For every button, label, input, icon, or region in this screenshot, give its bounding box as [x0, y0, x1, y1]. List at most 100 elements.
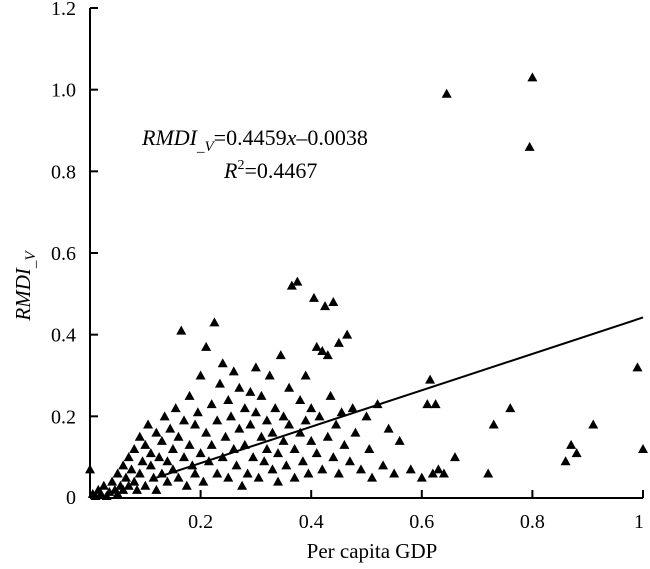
data-point: [328, 297, 339, 306]
data-point: [264, 370, 275, 380]
data-point: [638, 444, 648, 453]
data-point: [483, 468, 494, 478]
x-tick-label: 0.6: [409, 511, 434, 533]
data-point: [179, 452, 190, 462]
y-tick-label: 1.0: [51, 80, 76, 102]
data-point: [98, 480, 109, 490]
data-point: [317, 464, 328, 474]
data-point: [427, 468, 438, 478]
data-point: [234, 382, 245, 392]
data-point: [132, 484, 143, 494]
data-point: [112, 468, 123, 478]
data-point: [275, 350, 286, 360]
data-point: [140, 480, 151, 490]
data-point: [278, 435, 289, 445]
x-axis-title: Per capita GDP: [307, 539, 438, 563]
data-point: [383, 423, 394, 433]
data-point: [179, 415, 190, 425]
data-point: [181, 480, 192, 490]
data-point: [311, 448, 322, 458]
data-point: [441, 88, 452, 98]
data-point: [256, 431, 267, 441]
data-point: [422, 399, 433, 409]
data-point: [449, 452, 460, 462]
data-point: [154, 452, 165, 462]
data-point: [425, 374, 436, 384]
data-point: [632, 362, 643, 372]
data-point: [140, 439, 151, 449]
data-point: [347, 403, 358, 413]
data-point: [306, 435, 317, 445]
data-point: [311, 341, 322, 351]
data-point: [190, 468, 201, 478]
data-point: [239, 439, 250, 449]
data-point: [223, 472, 234, 482]
y-tick-label: 0.8: [51, 161, 76, 183]
data-point: [438, 468, 449, 478]
data-point: [214, 378, 225, 388]
data-point: [295, 395, 306, 404]
data-point: [430, 399, 441, 409]
data-point: [306, 403, 317, 413]
data-point: [231, 460, 242, 470]
data-point: [245, 386, 256, 396]
data-point: [118, 484, 129, 494]
data-point: [253, 472, 264, 482]
data-point: [123, 480, 134, 490]
data-point: [367, 472, 378, 482]
data-point: [156, 435, 167, 445]
data-point: [167, 444, 178, 453]
data-point: [273, 476, 284, 486]
data-point: [134, 468, 145, 478]
data-point: [250, 362, 261, 372]
data-point: [364, 444, 375, 453]
data-point: [261, 415, 272, 425]
data-point: [284, 382, 295, 392]
data-point: [151, 427, 162, 437]
data-point: [328, 452, 339, 462]
data-point: [292, 276, 303, 286]
data-point: [242, 468, 253, 478]
data-point: [212, 468, 223, 478]
data-point: [137, 456, 148, 466]
data-point: [571, 448, 582, 458]
data-point: [123, 452, 134, 462]
data-point: [206, 439, 217, 449]
plot-marks: [85, 72, 648, 500]
data-point: [145, 448, 156, 458]
r-squared-annotation: R2=0.4467: [223, 158, 317, 183]
data-point: [267, 427, 278, 437]
data-point: [190, 419, 201, 429]
data-point: [206, 399, 217, 409]
data-point: [220, 431, 231, 441]
data-point: [295, 427, 306, 437]
data-point: [524, 141, 535, 151]
data-point: [162, 456, 173, 466]
data-point: [286, 280, 297, 290]
data-point: [433, 464, 444, 474]
data-point: [308, 292, 319, 302]
data-point: [566, 439, 577, 449]
data-point: [289, 444, 300, 453]
data-point: [505, 403, 516, 413]
data-point: [281, 460, 292, 470]
data-point: [259, 456, 270, 466]
data-point: [488, 419, 499, 429]
data-point: [278, 411, 289, 421]
data-point: [588, 419, 599, 429]
y-tick-label: 0.4: [51, 325, 76, 347]
data-point: [217, 358, 228, 368]
data-point: [325, 390, 336, 400]
y-tick-label: 0.2: [51, 406, 76, 428]
data-point: [234, 423, 245, 433]
data-point: [267, 464, 278, 474]
data-point: [201, 427, 212, 437]
trendline: [156, 316, 644, 479]
x-tick-label: 0.2: [188, 511, 213, 533]
data-point: [270, 403, 281, 413]
data-point: [148, 472, 159, 482]
data-point: [344, 456, 355, 466]
data-point: [223, 395, 234, 404]
data-point: [129, 444, 140, 453]
